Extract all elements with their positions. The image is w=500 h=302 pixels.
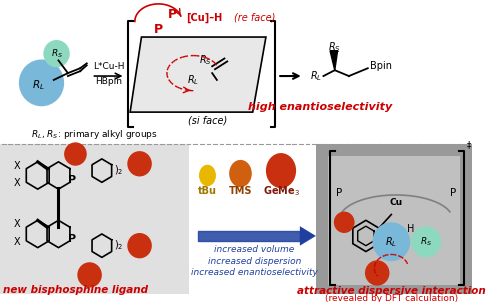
Polygon shape — [330, 51, 338, 70]
Text: $R_S$: $R_S$ — [420, 236, 432, 248]
Text: $R_L$: $R_L$ — [187, 73, 200, 87]
Text: (si face): (si face) — [188, 116, 227, 126]
Text: X: X — [14, 219, 20, 229]
FancyBboxPatch shape — [316, 144, 472, 294]
Text: P: P — [68, 234, 76, 244]
Text: $^{‡}$: $^{‡}$ — [466, 142, 472, 155]
Text: )$_2$: )$_2$ — [114, 239, 124, 252]
Ellipse shape — [229, 160, 252, 187]
Text: X: X — [14, 237, 20, 247]
Circle shape — [365, 260, 390, 286]
Text: L*Cu-H: L*Cu-H — [92, 62, 124, 71]
Text: TMS: TMS — [228, 186, 252, 196]
Text: Bpin: Bpin — [370, 61, 392, 71]
Ellipse shape — [266, 153, 296, 188]
Polygon shape — [300, 226, 316, 246]
Text: new bisphosphine ligand: new bisphosphine ligand — [3, 284, 148, 294]
Circle shape — [78, 262, 102, 288]
Text: P: P — [450, 188, 456, 198]
Text: (revealed by DFT calculation): (revealed by DFT calculation) — [325, 294, 458, 302]
Text: $R_L$: $R_L$ — [32, 78, 45, 92]
Text: H: H — [406, 224, 414, 234]
Text: HBpin: HBpin — [95, 77, 122, 86]
Text: P: P — [68, 175, 76, 185]
Text: increased dispersion: increased dispersion — [208, 257, 302, 266]
Text: high enantioselectivity: high enantioselectivity — [248, 102, 392, 112]
Text: GeMe$_3$: GeMe$_3$ — [262, 184, 300, 198]
Text: [Cu]–H: [Cu]–H — [186, 12, 222, 23]
Ellipse shape — [199, 165, 216, 186]
FancyBboxPatch shape — [328, 156, 460, 285]
Text: $R_S$: $R_S$ — [199, 53, 212, 67]
Circle shape — [128, 151, 152, 176]
Circle shape — [372, 222, 410, 261]
Polygon shape — [130, 37, 266, 112]
Text: $R_S$: $R_S$ — [50, 47, 62, 60]
Text: increased enantioselectivity: increased enantioselectivity — [191, 268, 318, 278]
Text: P: P — [154, 23, 163, 36]
Text: tBu: tBu — [198, 186, 217, 196]
Circle shape — [334, 212, 354, 233]
Text: (re face): (re face) — [234, 13, 275, 23]
Text: $R_L$: $R_L$ — [386, 235, 398, 249]
FancyBboxPatch shape — [0, 144, 188, 294]
Circle shape — [128, 233, 152, 258]
Text: )$_2$: )$_2$ — [114, 164, 124, 177]
Circle shape — [19, 59, 64, 106]
Text: $R_L$, $R_S$: primary alkyl groups: $R_L$, $R_S$: primary alkyl groups — [31, 128, 158, 141]
Text: $R_L$: $R_L$ — [310, 69, 322, 83]
Text: $R_S$: $R_S$ — [328, 40, 341, 54]
Text: Cu: Cu — [390, 198, 402, 207]
Circle shape — [64, 142, 87, 166]
Text: X: X — [14, 178, 20, 188]
Circle shape — [411, 226, 442, 257]
Text: P: P — [168, 8, 177, 21]
Text: attractive dispersive interaction: attractive dispersive interaction — [297, 287, 486, 297]
Text: X: X — [14, 161, 20, 171]
Circle shape — [44, 40, 70, 67]
Text: increased volume: increased volume — [214, 245, 294, 254]
Text: P: P — [336, 188, 342, 198]
